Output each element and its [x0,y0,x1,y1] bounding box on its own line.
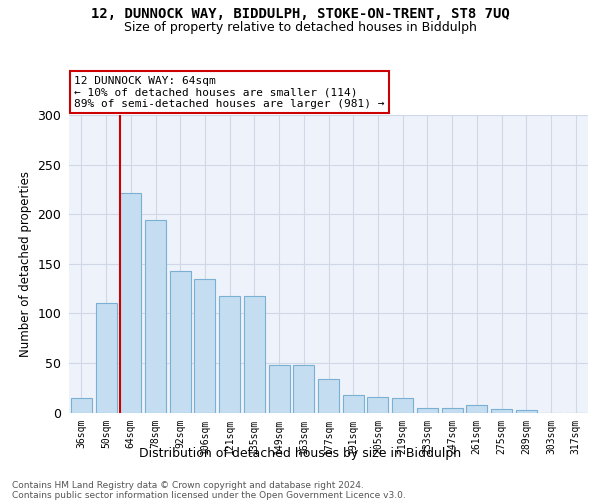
Text: 12, DUNNOCK WAY, BIDDULPH, STOKE-ON-TRENT, ST8 7UQ: 12, DUNNOCK WAY, BIDDULPH, STOKE-ON-TREN… [91,8,509,22]
Bar [318,379,339,412]
Bar [219,296,240,412]
Bar [145,220,166,412]
Bar [491,408,512,412]
Text: Distribution of detached houses by size in Biddulph: Distribution of detached houses by size … [139,448,461,460]
Bar [194,278,215,412]
Bar [244,296,265,412]
Bar [95,304,116,412]
Bar [170,270,191,412]
Y-axis label: Number of detached properties: Number of detached properties [19,171,32,357]
Text: Size of property relative to detached houses in Biddulph: Size of property relative to detached ho… [124,21,476,34]
Bar [343,394,364,412]
Text: Contains public sector information licensed under the Open Government Licence v3: Contains public sector information licen… [12,491,406,500]
Bar [417,408,438,412]
Bar [71,398,92,412]
Text: 12 DUNNOCK WAY: 64sqm
← 10% of detached houses are smaller (114)
89% of semi-det: 12 DUNNOCK WAY: 64sqm ← 10% of detached … [74,76,385,109]
Bar [269,365,290,412]
Bar [293,365,314,412]
Bar [392,398,413,412]
Bar [442,408,463,412]
Bar [516,410,537,412]
Bar [120,194,141,412]
Bar [466,404,487,412]
Bar [367,396,388,412]
Text: Contains HM Land Registry data © Crown copyright and database right 2024.: Contains HM Land Registry data © Crown c… [12,481,364,490]
